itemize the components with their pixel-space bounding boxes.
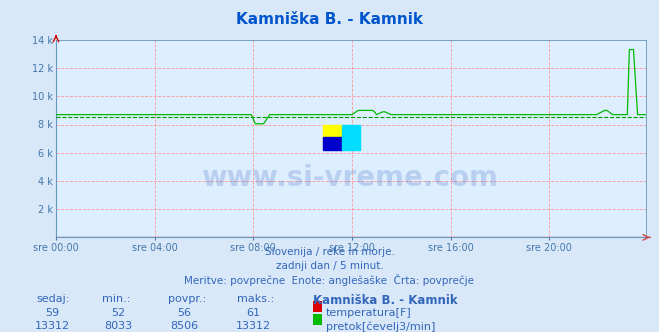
Bar <box>341 124 360 137</box>
Text: Kamniška B. - Kamnik: Kamniška B. - Kamnik <box>313 294 457 307</box>
Text: povpr.:: povpr.: <box>168 294 206 304</box>
Text: pretok[čevelj3/min]: pretok[čevelj3/min] <box>326 321 436 332</box>
Text: Kamniška B. - Kamnik: Kamniška B. - Kamnik <box>236 12 423 27</box>
Bar <box>341 137 360 150</box>
Text: 8033: 8033 <box>105 321 132 331</box>
Text: 8506: 8506 <box>171 321 198 331</box>
Text: Meritve: povprečne  Enote: anglešaške  Črta: povprečje: Meritve: povprečne Enote: anglešaške Črt… <box>185 274 474 286</box>
Text: sedaj:: sedaj: <box>36 294 70 304</box>
Text: 56: 56 <box>177 308 192 318</box>
Text: 13312: 13312 <box>35 321 71 331</box>
Text: www.si-vreme.com: www.si-vreme.com <box>202 164 498 192</box>
Text: 13312: 13312 <box>236 321 272 331</box>
Bar <box>323 124 341 137</box>
Text: temperatura[F]: temperatura[F] <box>326 308 412 318</box>
Text: Slovenija / reke in morje.: Slovenija / reke in morje. <box>264 247 395 257</box>
Text: 59: 59 <box>45 308 60 318</box>
Text: 52: 52 <box>111 308 126 318</box>
Bar <box>323 137 341 150</box>
Text: zadnji dan / 5 minut.: zadnji dan / 5 minut. <box>275 261 384 271</box>
Text: 61: 61 <box>246 308 261 318</box>
Text: maks.:: maks.: <box>237 294 275 304</box>
Text: min.:: min.: <box>102 294 130 304</box>
